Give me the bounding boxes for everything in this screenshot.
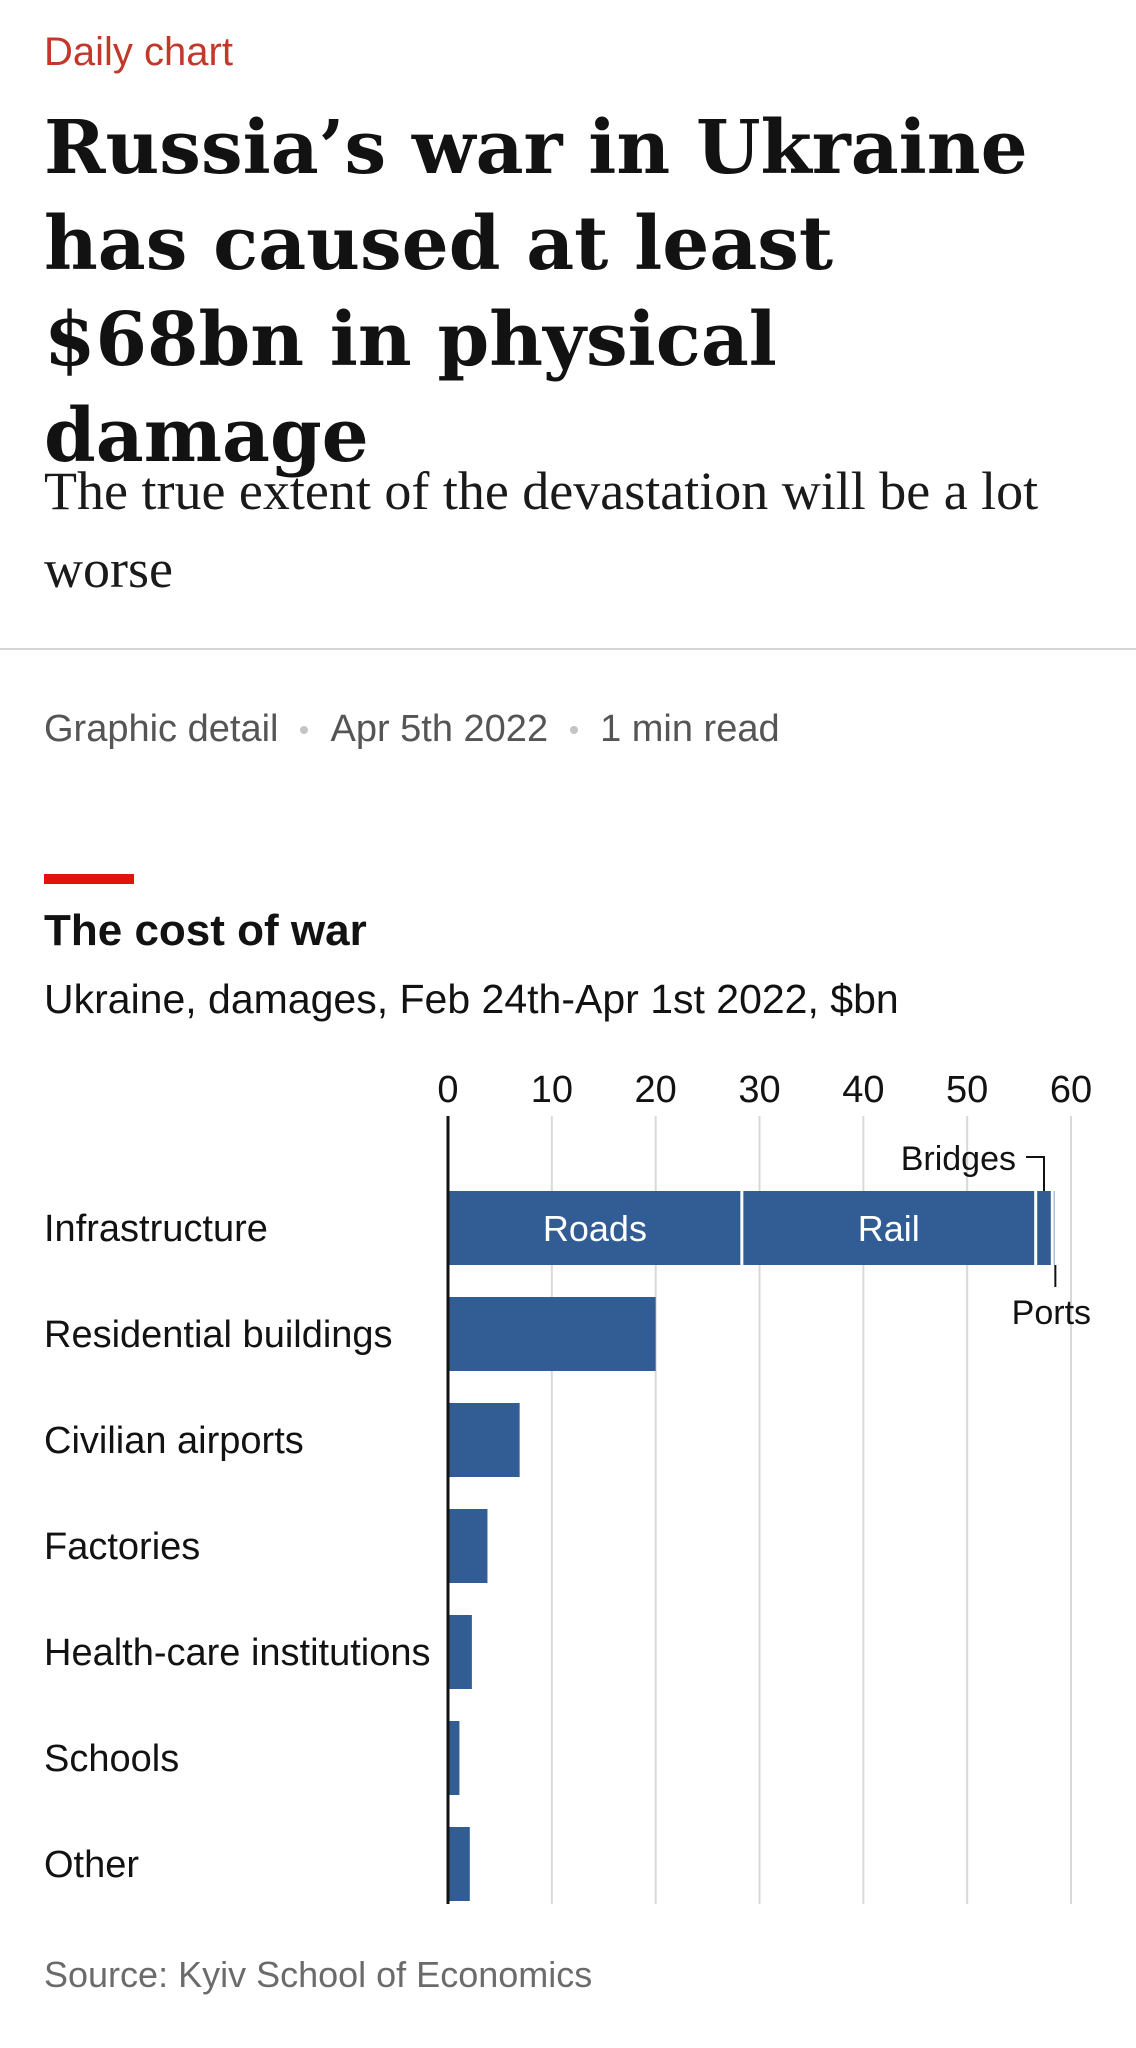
publish-date: Apr 5th 2022: [330, 708, 549, 750]
segment-label-rail: Rail: [858, 1208, 920, 1249]
x-tick-label: 40: [842, 1069, 884, 1111]
article-meta: Graphic detail Apr 5th 2022 1 min read: [44, 708, 780, 751]
category-label: Other: [44, 1844, 139, 1886]
category-label: Infrastructure: [44, 1208, 268, 1250]
bar-segment-roads: [448, 1191, 742, 1265]
segment-label-bridges: Bridges: [901, 1140, 1016, 1178]
chart-source: Source: Kyiv School of Economics: [44, 1954, 593, 1995]
x-tick-label: 20: [635, 1069, 677, 1111]
header-divider: [0, 648, 1136, 650]
bar-segment-rail: [741, 1191, 1036, 1265]
meta-separator-dot: [300, 725, 309, 734]
segment-label-roads: Roads: [543, 1208, 647, 1249]
bar: [448, 1403, 520, 1477]
x-tick-label: 60: [1050, 1069, 1092, 1111]
category-label: Health-care institutions: [44, 1632, 431, 1674]
x-tick-label: 30: [738, 1069, 780, 1111]
chart-accent-rule: [44, 874, 134, 884]
category-label: Residential buildings: [44, 1314, 393, 1356]
category-label: Factories: [44, 1526, 200, 1568]
category-label: Civilian airports: [44, 1420, 304, 1462]
meta-separator-dot: [570, 725, 579, 734]
bar: [448, 1827, 470, 1901]
category-label: Schools: [44, 1738, 179, 1780]
bar: [448, 1297, 656, 1371]
article-standfirst: The true extent of the devastation will …: [44, 461, 1039, 599]
bar-segment-bridges: [1035, 1191, 1053, 1265]
section-link[interactable]: Graphic detail: [44, 708, 279, 750]
bar: [448, 1509, 488, 1583]
read-time: 1 min read: [600, 708, 780, 750]
section-kicker: Daily chart: [44, 30, 233, 74]
x-tick-label: 10: [531, 1069, 573, 1111]
bar: [448, 1721, 460, 1795]
x-tick-label: 0: [437, 1069, 458, 1111]
x-tick-label: 50: [946, 1069, 988, 1111]
segment-label-ports: Ports: [1012, 1294, 1091, 1332]
bar: [448, 1615, 472, 1689]
chart-title: The cost of war: [44, 906, 367, 955]
article-headline: Russia’s war in Ukraine has caused at le…: [44, 105, 1028, 479]
chart-subtitle: Ukraine, damages, Feb 24th-Apr 1st 2022,…: [44, 976, 899, 1022]
bridges-leader-line: [1026, 1156, 1045, 1191]
